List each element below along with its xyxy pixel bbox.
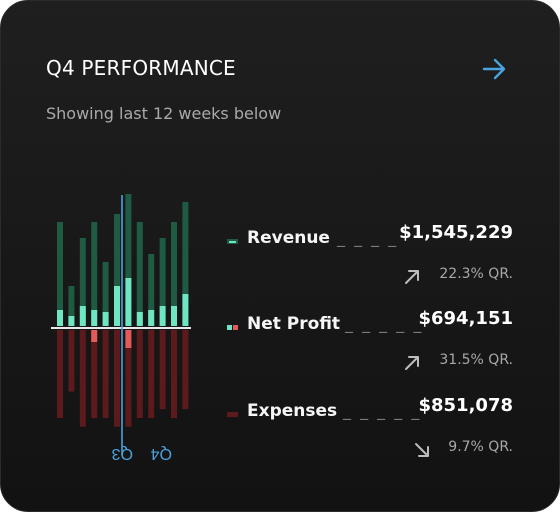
revenue-bar xyxy=(125,194,132,326)
net-profit-bar xyxy=(182,294,189,326)
revenue-bar xyxy=(159,238,166,326)
metric-revenue: Revenue _ _ _ _ $1,545,229 22.3% QR. xyxy=(227,222,527,308)
revenue-bar xyxy=(79,238,86,326)
expenses-bar xyxy=(68,330,75,392)
revenue-bar xyxy=(57,222,63,326)
net-loss-bar xyxy=(125,330,132,348)
net-profit-bar xyxy=(125,278,132,326)
leader-dashes: _ _ _ _ _ xyxy=(345,314,424,333)
metric-label: Expenses xyxy=(247,401,338,421)
expenses-bar xyxy=(57,330,63,418)
expenses-bar xyxy=(171,330,177,418)
net-profit-swatch xyxy=(227,325,238,330)
revenue-bar xyxy=(114,214,120,326)
card-subtitle: Showing last 12 weeks below xyxy=(46,104,282,123)
metric-value: $851,078 xyxy=(418,395,513,416)
expenses-bar xyxy=(148,330,155,418)
leader-dashes: _ _ _ _ _ xyxy=(343,401,422,420)
metric-label: Net Profit xyxy=(247,314,341,334)
arrow-up-right-icon xyxy=(403,268,421,286)
net-profit-bar xyxy=(114,286,120,326)
net-profit-bar xyxy=(68,316,75,326)
net-profit-bar xyxy=(148,310,155,326)
metric-change: 22.3% QR. xyxy=(439,266,513,282)
revenue-bar xyxy=(68,286,75,326)
net-profit-bar xyxy=(102,312,109,326)
arrow-up-right-icon xyxy=(403,354,421,372)
metric-value: $694,151 xyxy=(418,308,513,329)
expenses-bar xyxy=(114,330,120,427)
net-profit-bar xyxy=(171,306,177,326)
expenses-bar xyxy=(136,330,143,418)
net-profit-bar xyxy=(159,306,166,326)
metric-change: 31.5% QR. xyxy=(439,352,513,368)
x-tick-label: Q4 xyxy=(151,445,172,461)
revenue-bar xyxy=(148,254,155,326)
leader-dashes: _ _ _ _ xyxy=(337,228,399,247)
card-title: Q4 PERFORMANCE xyxy=(46,56,236,80)
revenue-swatch xyxy=(227,239,238,244)
metric-value: $1,545,229 xyxy=(399,222,513,243)
arrow-right-icon[interactable] xyxy=(479,55,509,83)
metric-label: Revenue xyxy=(247,228,330,248)
revenue-bar xyxy=(136,222,143,326)
net-loss-bar xyxy=(91,330,98,342)
expenses-swatch xyxy=(227,412,238,417)
expenses-bar xyxy=(125,330,132,427)
x-tick-label: Q3 xyxy=(112,445,133,461)
revenue-bar xyxy=(91,222,98,326)
expenses-bar xyxy=(79,330,86,427)
expenses-bar xyxy=(182,330,189,410)
expenses-bar xyxy=(102,330,109,418)
weekly-bar-chart: Q3 Q4 xyxy=(51,194,191,461)
revenue-bar xyxy=(102,262,109,326)
metric-change: 9.7% QR. xyxy=(448,439,513,455)
arrow-down-right-icon xyxy=(413,441,431,459)
net-profit-bar xyxy=(136,312,143,326)
net-profit-bar xyxy=(79,306,86,326)
revenue-bar xyxy=(171,222,177,326)
net-profit-bar xyxy=(91,310,98,326)
expenses-bar xyxy=(91,330,98,418)
net-profit-bar xyxy=(57,310,63,326)
expenses-bar xyxy=(159,330,166,410)
metric-expenses: Expenses _ _ _ _ _ $851,078 9.7% QR. xyxy=(227,395,527,481)
metric-net-profit: Net Profit _ _ _ _ _ $694,151 31.5% QR. xyxy=(227,308,527,394)
revenue-bar xyxy=(182,202,189,326)
